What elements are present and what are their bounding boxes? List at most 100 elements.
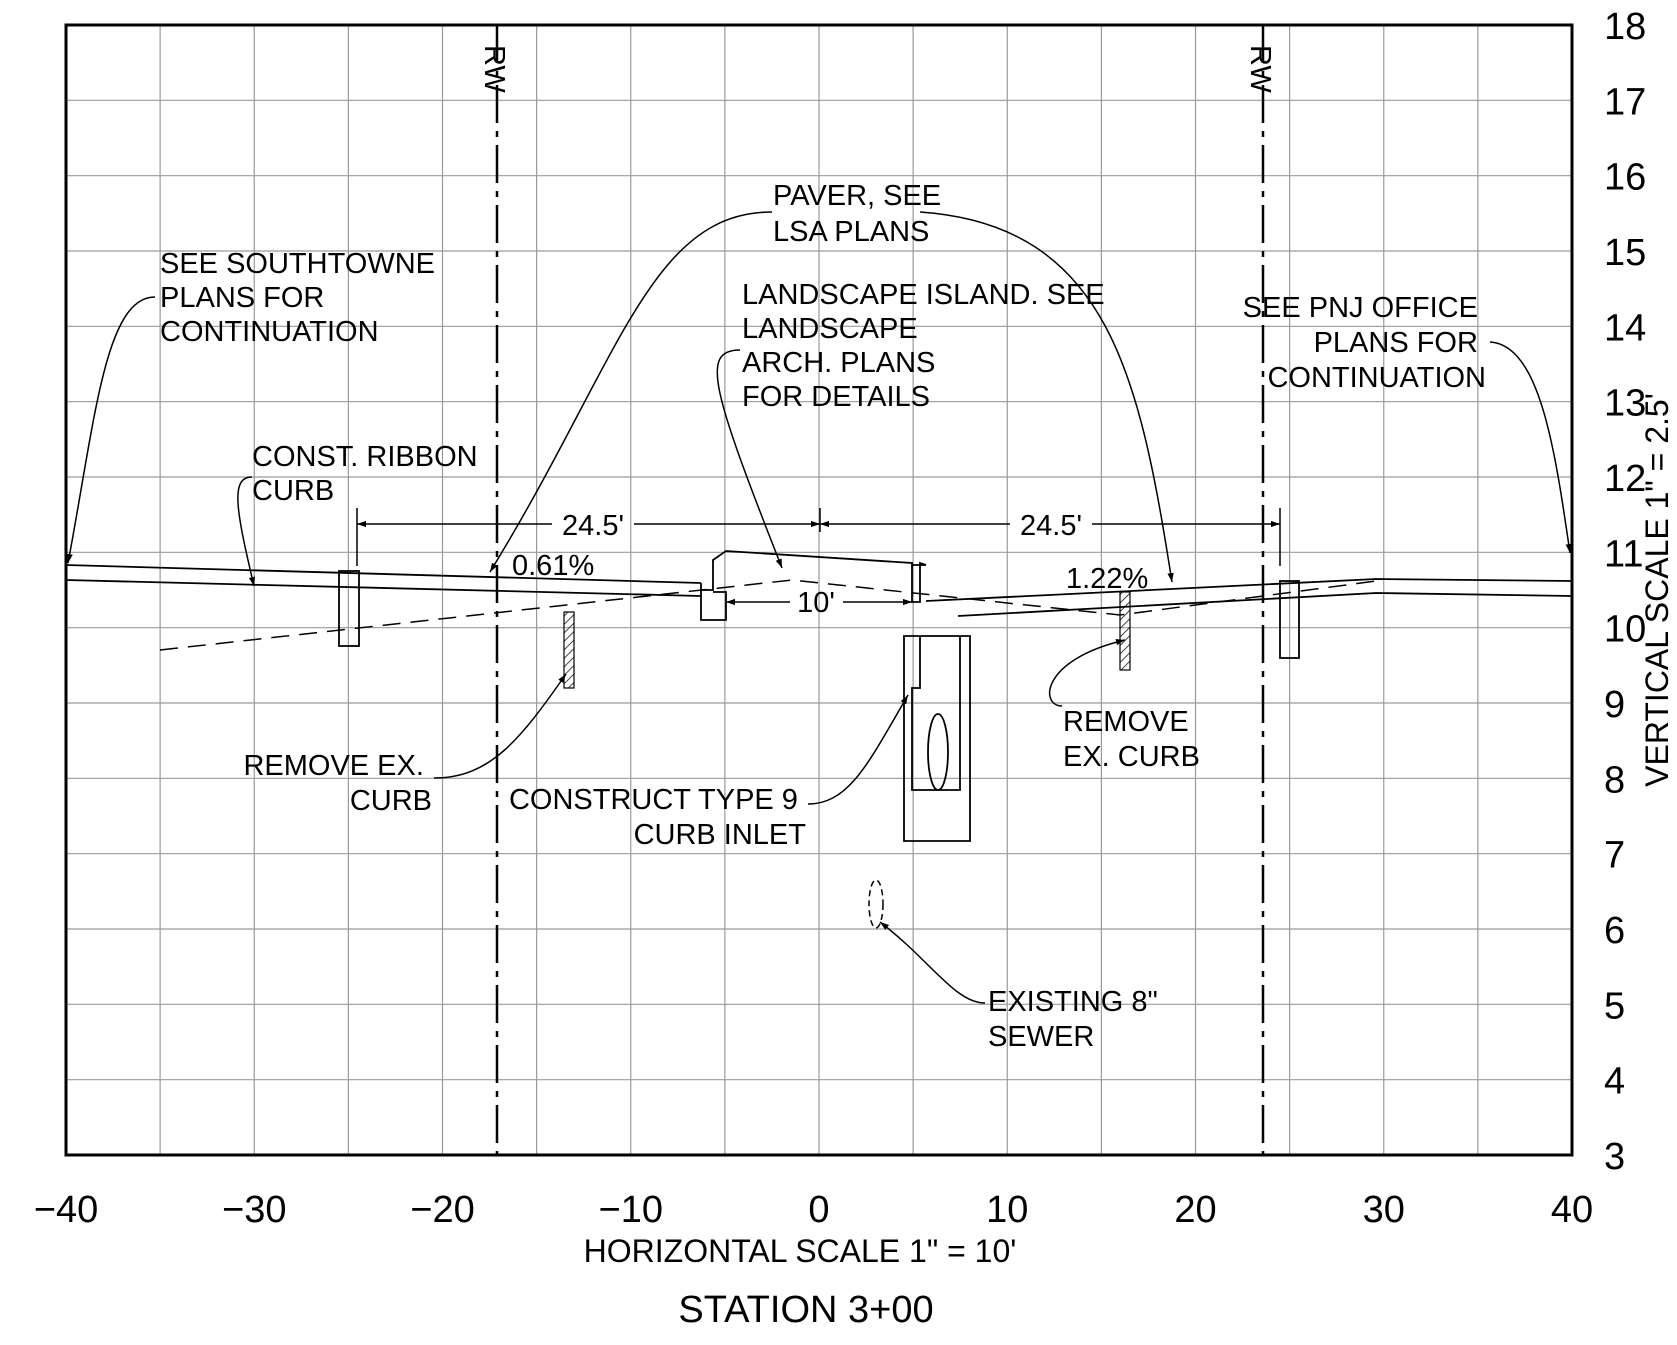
- row-label-left: RW: [478, 45, 510, 93]
- x-tick-label: 20: [1174, 1189, 1216, 1231]
- x-tick-label: 10: [986, 1189, 1028, 1231]
- note-curb-inlet-line-1: CONSTRUCT TYPE 9: [509, 784, 798, 816]
- curb-inlet-outer: [903, 635, 971, 842]
- ribbon-curb-left: [338, 570, 360, 647]
- x-tick-label: 40: [1551, 1189, 1593, 1231]
- x-tick-label: −40: [34, 1189, 98, 1231]
- y-tick-label: 12: [1604, 458, 1646, 500]
- note-southtowne-line-1: SEE SOUTHTOWNE: [160, 248, 435, 280]
- note-sewer-line-2: SEWER: [988, 1021, 1094, 1053]
- slope-right-label: 1.22%: [1066, 563, 1148, 595]
- note-paver-line-2: LSA PLANS: [773, 216, 929, 248]
- leader-paver-left: [489, 211, 773, 573]
- island-side-curb-left: [700, 590, 727, 621]
- note-remove-left-line-2: CURB: [350, 785, 432, 817]
- y-tick-label: 6: [1604, 910, 1625, 952]
- note-remove-curb-right: REMOVE EX. CURB: [1063, 706, 1200, 773]
- left-pavement-top: [65, 564, 702, 584]
- note-pnj-office: SEE PNJ OFFICE PLANS FOR CONTINUATION: [1243, 292, 1486, 394]
- right-pavement-bottom: [957, 592, 1573, 617]
- note-ribbon-line-2: CURB: [252, 475, 334, 507]
- station-title: STATION 3+00: [678, 1289, 933, 1331]
- slope-left-label: 0.61%: [512, 550, 594, 582]
- leader-pnj: [1489, 341, 1572, 554]
- leader-curb-inlet: [807, 694, 909, 805]
- note-remove-right-line-1: REMOVE: [1063, 706, 1189, 738]
- note-pnj-line-3: CONTINUATION: [1267, 362, 1486, 394]
- note-curb-inlet: CONSTRUCT TYPE 9 CURB INLET: [509, 784, 806, 851]
- note-landscape-line-1: LANDSCAPE ISLAND. SEE: [742, 279, 1105, 311]
- left-pavement-bottom: [65, 579, 702, 597]
- leader-ribbon-curb: [237, 476, 255, 587]
- note-southtowne-line-2: PLANS FOR: [160, 282, 324, 314]
- y-tick-label: 3: [1604, 1136, 1625, 1178]
- dimension-lines: [356, 508, 1281, 606]
- dim-left-label: 24.5': [562, 510, 624, 542]
- note-curb-inlet-line-2: CURB INLET: [634, 819, 807, 851]
- y-tick-label: 8: [1604, 759, 1625, 801]
- vertical-scale-label: VERTICAL SCALE 1" = 2.5': [1639, 393, 1675, 787]
- ribbon-curb-right: [1279, 580, 1300, 659]
- x-tick-label: 30: [1363, 1189, 1405, 1231]
- leader-paver-right: [919, 211, 1174, 583]
- existing-grade-line: [159, 579, 1377, 651]
- plot-frame: [64, 23, 1574, 1157]
- leader-lines: [66, 211, 1572, 1004]
- note-remove-curb-left: REMOVE EX. CURB: [243, 750, 432, 817]
- note-ribbon-line-1: CONST. RIBBON: [252, 441, 478, 473]
- note-paver: PAVER, SEE LSA PLANS: [773, 180, 949, 248]
- x-tick-label: 0: [808, 1189, 829, 1231]
- y-tick-label: 15: [1604, 232, 1646, 274]
- leader-sewer: [879, 921, 986, 1004]
- note-southtowne: SEE SOUTHTOWNE PLANS FOR CONTINUATION: [160, 248, 443, 348]
- note-landscape-line-3: ARCH. PLANS: [742, 347, 935, 379]
- existing-sewer: [868, 879, 884, 929]
- y-tick-label: 16: [1604, 157, 1646, 199]
- note-remove-right-line-2: EX. CURB: [1063, 741, 1200, 773]
- note-pnj-line-1: SEE PNJ OFFICE: [1243, 292, 1478, 324]
- note-southtowne-line-3: CONTINUATION: [160, 316, 379, 348]
- note-landscape-line-2: LANDSCAPE: [742, 313, 918, 345]
- y-tick-label: 13: [1604, 383, 1646, 425]
- y-tick-label: 5: [1604, 985, 1625, 1027]
- remove-curb-right: [1119, 591, 1131, 671]
- y-tick-label: 18: [1604, 6, 1646, 48]
- note-ribbon-curb: CONST. RIBBON CURB: [252, 441, 486, 507]
- curb-inlet: [903, 635, 971, 842]
- x-tick-label: −10: [599, 1189, 663, 1231]
- note-paver-line-1: PAVER, SEE: [773, 180, 941, 212]
- y-tick-label: 7: [1604, 835, 1625, 877]
- note-remove-left-line-1: REMOVE EX.: [243, 750, 424, 782]
- y-tick-label: 14: [1604, 307, 1646, 349]
- leader-remove-left: [433, 673, 567, 779]
- curb-inlet-inner: [911, 636, 961, 791]
- y-tick-label: 17: [1604, 81, 1646, 123]
- dim-island-label: 10': [797, 587, 835, 619]
- x-tick-label: −30: [222, 1189, 286, 1231]
- note-existing-sewer: EXISTING 8" SEWER: [988, 986, 1166, 1053]
- y-tick-label: 10: [1604, 609, 1646, 651]
- remove-curb-left: [563, 611, 575, 689]
- y-tick-label: 9: [1604, 684, 1625, 726]
- note-landscape-line-4: FOR DETAILS: [742, 381, 930, 413]
- row-label-right: RW: [1244, 45, 1276, 93]
- grid-lines: [66, 25, 1572, 1155]
- note-landscape-island: LANDSCAPE ISLAND. SEE LANDSCAPE ARCH. PL…: [742, 279, 1113, 413]
- landscape-island: [700, 550, 927, 603]
- y-tick-label: 4: [1604, 1061, 1625, 1103]
- right-pavement-top: [925, 578, 1573, 602]
- leader-remove-right: [1049, 638, 1126, 707]
- dim-right-label: 24.5': [1020, 510, 1082, 542]
- y-tick-label: 11: [1604, 533, 1643, 575]
- inlet-pipe-ellipse: [927, 713, 949, 791]
- proposed-section: [65, 550, 1573, 659]
- x-axis-ticks: −40 −30 −20 −10 0 10 20 30 40: [34, 1189, 1593, 1231]
- x-tick-label: −20: [410, 1189, 474, 1231]
- y-axis-ticks: 3 4 5 6 7 8 9 10 11 12 13 14 15 16 17 18: [1604, 6, 1646, 1178]
- leader-landscape: [716, 349, 783, 569]
- note-pnj-line-2: PLANS FOR: [1314, 327, 1478, 359]
- horizontal-scale-label: HORIZONTAL SCALE 1" = 10': [584, 1233, 1017, 1269]
- note-sewer-line-1: EXISTING 8": [988, 986, 1158, 1018]
- leader-southtowne: [66, 296, 156, 564]
